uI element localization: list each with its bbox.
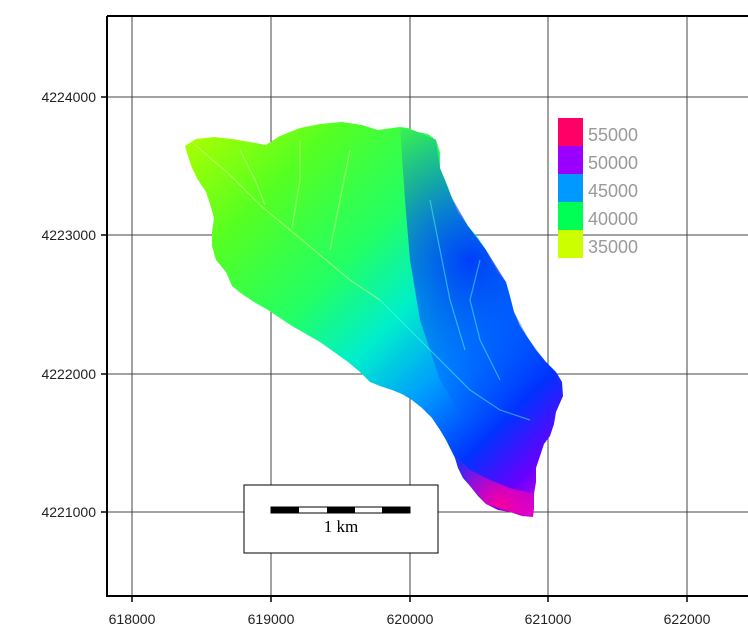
legend-label-50000: 50000: [588, 153, 638, 173]
y-tick-label-4223000: 4223000: [41, 227, 96, 243]
x-tick-label-621000: 621000: [525, 611, 572, 627]
x-tick-label-620000: 620000: [387, 611, 434, 627]
legend-swatch-50000: [558, 146, 583, 174]
x-tick-label-618000: 618000: [109, 611, 156, 627]
legend-swatch-35000: [558, 230, 583, 258]
legend-label-40000: 40000: [588, 209, 638, 229]
legend-swatch-55000: [558, 118, 583, 146]
legend-swatch-45000: [558, 174, 583, 202]
y-tick-label-4221000: 4221000: [41, 504, 96, 520]
scale-bar-label: 1 km: [324, 517, 358, 536]
legend-swatch-40000: [558, 202, 583, 230]
frame-border: [106, 15, 748, 597]
y-tick-label-4222000: 4222000: [41, 366, 96, 382]
scale-bar: 1 km: [243, 484, 439, 554]
legend: 55000 50000 45000 40000 35000: [558, 118, 638, 258]
x-tick-label-622000: 622000: [664, 611, 711, 627]
legend-label-55000: 55000: [588, 125, 638, 145]
legend-label-45000: 45000: [588, 181, 638, 201]
x-tick-label-619000: 619000: [248, 611, 295, 627]
y-tick-label-4224000: 4224000: [41, 89, 96, 105]
tick-marks: [101, 96, 688, 602]
watershed-basin: [185, 122, 563, 517]
legend-label-35000: 35000: [588, 237, 638, 257]
